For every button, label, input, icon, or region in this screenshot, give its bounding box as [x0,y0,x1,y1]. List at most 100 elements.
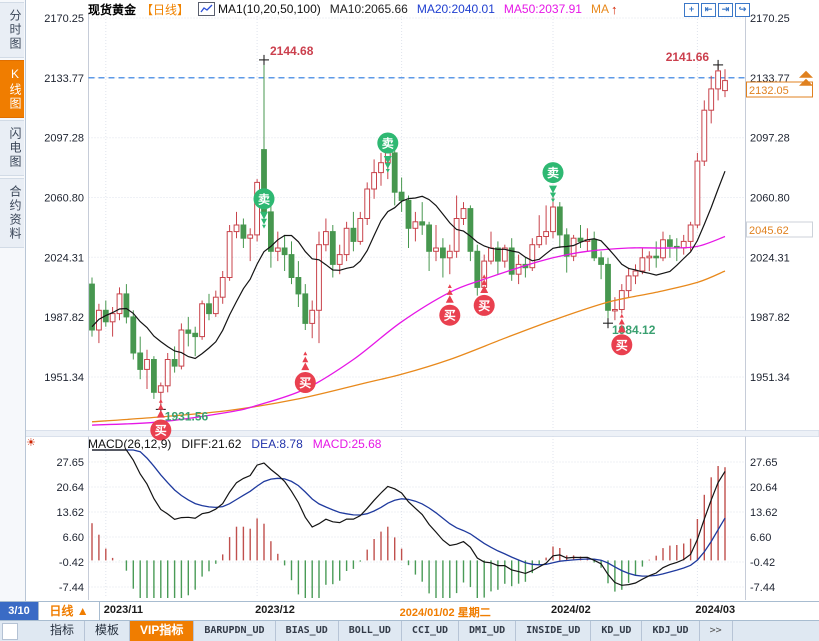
sidebar-item-2[interactable]: 闪电图 [0,120,24,176]
buy-marker[interactable]: 买 [473,274,495,316]
svg-text:买: 买 [616,338,628,352]
macd-axis-left-label: 20.64 [56,482,84,494]
svg-text:2144.68: 2144.68 [270,44,314,58]
macd-diff-line [92,449,726,586]
toolbar-tab-[interactable]: 模板 [85,621,131,641]
toolbar-tab-dmi_ud[interactable]: DMI_UD [459,621,517,641]
price-axis-right-label: 1987.82 [750,312,790,324]
date-label: 2024/01/02 星期二 [399,607,491,619]
svg-text:卖: 卖 [547,165,559,180]
ma-chart-icon [198,2,216,16]
price-annotation: 2141.66 [666,50,724,70]
ma20-value: MA20:2040.01 [416,2,495,16]
price-axis-right-label: 2097.28 [750,133,790,145]
current-price-tag: 2132.05 [746,81,813,98]
sidebar-item-1[interactable]: K线图 [0,60,24,118]
svg-text:卖: 卖 [382,136,394,151]
period-tag: 【日线】 [141,2,190,17]
price-axis-right-label: 2024.31 [750,252,790,264]
macd-axis-left-label: 6.60 [63,532,84,544]
date-label: 2024/02 [551,604,591,616]
macd-axis-right-label: 20.64 [750,482,778,494]
date-label: 2023/11 [103,604,143,616]
period-arrow-icon: ▲ [76,604,89,618]
macd-axis-right-label: 13.62 [750,507,778,519]
ma100-line [91,270,726,423]
macd-histogram [91,466,726,598]
toolbar-tab-inside_ud[interactable]: INSIDE_UD [516,621,592,641]
period-selector[interactable]: 日线 ▲ [38,602,100,621]
indicator-toolbar: 指标 模板 VIP指标 BARUPDN_UD BIAS_UD BOLL_UD CCI_UD D… [0,620,819,641]
macd-axis-left-label: -7.44 [59,582,84,594]
double-up-arrow-icon [799,70,813,86]
toolbar-tab-[interactable]: 指标 [40,621,86,641]
toolbar-tab-barupdn_ud[interactable]: BARUPDN_UD [194,621,276,641]
price-axis-right-label: 2060.80 [750,193,790,205]
ma10-line [91,170,726,360]
price-axis-right-label: 2170.25 [750,13,790,25]
toolbar-tab-bias_ud[interactable]: BIAS_UD [276,621,339,641]
macd-axis-right-label: 27.65 [750,457,778,469]
price-axis-left-label: 2060.80 [44,193,84,205]
buy-marker[interactable]: 买 [611,313,633,356]
chart-tool-icons: + ⇤ ⇥ ↪ [684,3,750,17]
macd-axis-left-label: 27.65 [56,457,84,469]
macd-axis-right-label: 6.60 [750,532,771,544]
toolbar-tab-boll_ud[interactable]: BOLL_UD [339,621,402,641]
buy-marker[interactable]: 买 [150,399,172,441]
candles-layer [89,59,728,410]
date-label: 2024/03 [695,604,736,616]
sidebar-item-3[interactable]: 合约资料 [0,178,24,248]
sell-marker[interactable]: 卖 [377,132,399,173]
ma50-line [91,235,726,426]
svg-text:买: 买 [478,299,490,313]
date-axis-bar: 3/10 日线 ▲ 2023/11 2023/12 2024/01/02 星期二 20… [0,601,819,621]
macd-axis-right-label: -7.44 [750,582,775,594]
page-indicator[interactable]: 3/10 [0,602,38,621]
macd-axis-left-label: -0.42 [59,557,84,569]
crosshair-icon[interactable]: + [684,3,699,17]
reference-price-tag: 2045.62 [746,221,813,238]
macd-dea-line [92,449,726,577]
svg-text:1931.56: 1931.56 [165,409,209,423]
sidebar-item-0[interactable]: 分时图 [0,2,24,58]
price-up-arrow-icon: ↑ [610,1,618,17]
price-axis-left-label: 1951.34 [44,372,84,384]
scale-right-icon[interactable]: ⇥ [718,3,733,17]
price-annotation: 2144.68 [259,44,314,65]
buy-marker[interactable]: 买 [439,284,461,326]
price-axis-left-label: 2133.77 [44,73,84,85]
macd-info-bar: MACD(26,12,9) DIFF:21.62 DEA:8.78 MACD:2… [88,436,381,451]
buy-marker[interactable]: 买 [294,351,316,394]
svg-text:买: 买 [299,376,311,390]
toolbar-stub-box[interactable] [2,623,18,640]
svg-text:2132.05: 2132.05 [749,85,789,97]
svg-text:买: 买 [444,309,456,323]
ma-settings-label: MA1(10,20,50,100) [218,2,321,16]
price-annotation: 1984.12 [603,318,656,337]
toolbar-tab-kd_ud[interactable]: KD_UD [591,621,643,641]
macd-name: MACD(26,12,9) [88,436,172,451]
svg-text:买: 买 [155,424,167,438]
indicator-info-bar: 现货黄金 【日线】 MA1(10,20,50,100) MA10:2065.66… [88,1,617,17]
sell-marker[interactable]: 卖 [542,162,564,203]
macd-settings-icon[interactable]: ☀ [26,437,36,449]
price-axis-left-label: 2097.28 [44,133,84,145]
sell-marker[interactable]: 卖 [253,188,275,229]
price-axis-left-label: 1987.82 [44,312,84,324]
macd-diff-value: DIFF:21.62 [181,436,242,451]
macd-axis-left-label: 13.62 [56,507,84,519]
toolbar-tab-[interactable]: >> [700,621,733,641]
symbol-title: 现货黄金 [88,2,137,17]
toolbar-tab-cci_ud[interactable]: CCI_UD [402,621,460,641]
toolbar-tab-vip[interactable]: VIP指标 [130,621,195,641]
scale-left-icon[interactable]: ⇤ [701,3,716,17]
date-label: 2023/12 [255,604,295,616]
svg-text:1984.12: 1984.12 [612,323,656,337]
ma50-value: MA50:2037.91 [503,2,582,16]
toolbar-tab-kdj_ud[interactable]: KDJ_UD [642,621,700,641]
ma10-value: MA10:2065.66 [329,2,408,16]
detach-panel-icon[interactable]: ↪ [735,3,750,17]
